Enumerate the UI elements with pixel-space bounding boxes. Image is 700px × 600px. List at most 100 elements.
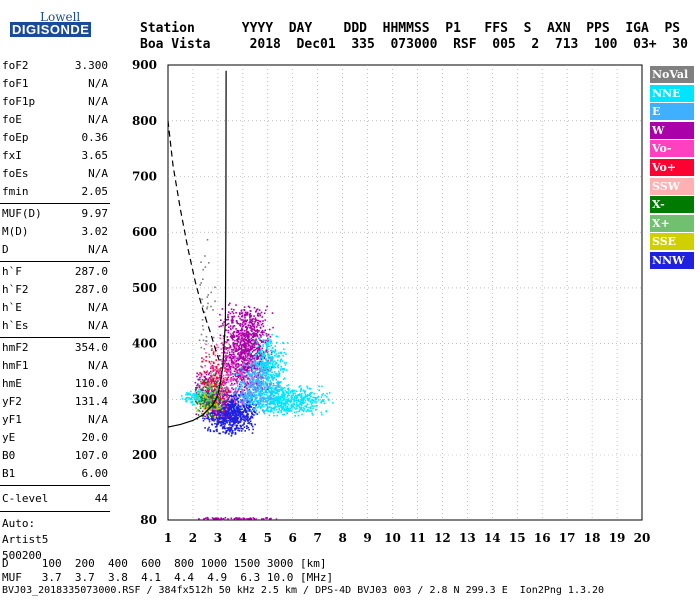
- x-tick-label-15: 15: [509, 531, 526, 545]
- echo-point: [237, 345, 240, 348]
- echo-point: [223, 351, 226, 353]
- echo-point: [229, 418, 231, 420]
- echo-point: [213, 395, 216, 398]
- echo-point: [271, 362, 273, 365]
- echo-point: [277, 370, 280, 373]
- echo-point: [255, 518, 257, 520]
- echo-point: [189, 398, 192, 401]
- echo-point: [260, 374, 263, 377]
- echo-point: [244, 344, 246, 346]
- echo-point: [271, 312, 274, 314]
- echo-point: [200, 375, 203, 377]
- echo-point: [213, 396, 216, 399]
- echo-point: [222, 402, 224, 404]
- echo-point: [208, 381, 210, 383]
- echo-point: [200, 391, 203, 393]
- x-tick-label-3: 3: [214, 531, 222, 545]
- echo-point: [225, 357, 228, 359]
- echo-point: [262, 518, 265, 520]
- echo-point: [217, 398, 219, 401]
- echo-point: [275, 378, 277, 381]
- echo-point: [282, 369, 284, 371]
- echo-point: [226, 339, 229, 341]
- echo-point: [254, 354, 256, 356]
- echo-point: [240, 328, 243, 331]
- echo-point: [259, 345, 262, 347]
- echo-point: [307, 399, 309, 401]
- echo-point: [220, 382, 222, 384]
- echo-point: [227, 411, 230, 413]
- echo-point: [237, 385, 239, 387]
- echo-point: [246, 370, 248, 372]
- echo-point: [237, 348, 239, 351]
- echo-point: [247, 355, 249, 357]
- param-value: 287.0: [74, 265, 108, 278]
- echo-point: [248, 361, 251, 364]
- echo-point: [278, 382, 280, 384]
- echo-point: [242, 405, 245, 407]
- echo-point: [181, 398, 184, 400]
- echo-point: [221, 342, 223, 344]
- echo-point: [228, 405, 231, 407]
- echo-point: [193, 397, 196, 400]
- echo-point: [258, 352, 261, 355]
- echo-point: [260, 381, 263, 384]
- echo-point: [305, 405, 307, 407]
- echo-point: [272, 395, 275, 397]
- echo-point: [296, 394, 299, 397]
- echo-point: [203, 400, 206, 402]
- echo-point: [253, 400, 256, 402]
- echo-point: [220, 421, 223, 423]
- echo-point: [291, 406, 293, 409]
- echo-point: [180, 395, 183, 397]
- echo-point: [208, 397, 210, 399]
- echo-point: [232, 388, 235, 391]
- echo-point: [243, 409, 246, 412]
- echo-point: [260, 331, 262, 334]
- echo-point: [222, 414, 225, 416]
- echo-point: [234, 356, 237, 358]
- echo-point: [228, 415, 230, 417]
- echo-point: [264, 369, 266, 372]
- echo-point: [229, 384, 232, 386]
- echo-point: [275, 361, 278, 364]
- echo-point: [249, 385, 252, 388]
- echo-point: [282, 378, 285, 380]
- echo-point: [254, 346, 256, 349]
- echo-point: [227, 419, 230, 422]
- echo-point: [260, 311, 263, 314]
- echo-point: [223, 391, 226, 394]
- echo-point: [258, 344, 261, 346]
- echo-point: [249, 373, 252, 375]
- echo-point: [246, 381, 249, 383]
- echo-point: [195, 400, 197, 403]
- echo-point: [245, 320, 248, 323]
- echo-point: [235, 393, 238, 395]
- echo-point: [262, 325, 265, 328]
- echo-point: [309, 410, 311, 412]
- x-tick-label-17: 17: [559, 531, 576, 545]
- echo-point: [241, 332, 244, 334]
- echo-point: [263, 397, 266, 400]
- echo-point: [228, 353, 231, 356]
- echo-point: [207, 403, 209, 405]
- echo-point: [262, 369, 265, 371]
- echo-point: [217, 346, 219, 349]
- echo-point: [311, 405, 313, 407]
- echo-point: [265, 365, 267, 368]
- echo-point: [218, 413, 221, 415]
- echo-point: [249, 320, 251, 322]
- echo-point: [259, 398, 262, 400]
- echo-point: [208, 262, 210, 264]
- echo-point: [220, 359, 222, 361]
- echo-point: [242, 390, 244, 393]
- echo-point: [208, 392, 210, 395]
- echo-point: [272, 390, 274, 393]
- echo-point: [266, 364, 268, 366]
- echo-point: [280, 358, 282, 361]
- echo-point: [298, 403, 301, 406]
- echo-point: [265, 347, 268, 350]
- echo-point: [270, 409, 272, 412]
- echo-point: [218, 379, 221, 381]
- echo-point: [279, 406, 282, 408]
